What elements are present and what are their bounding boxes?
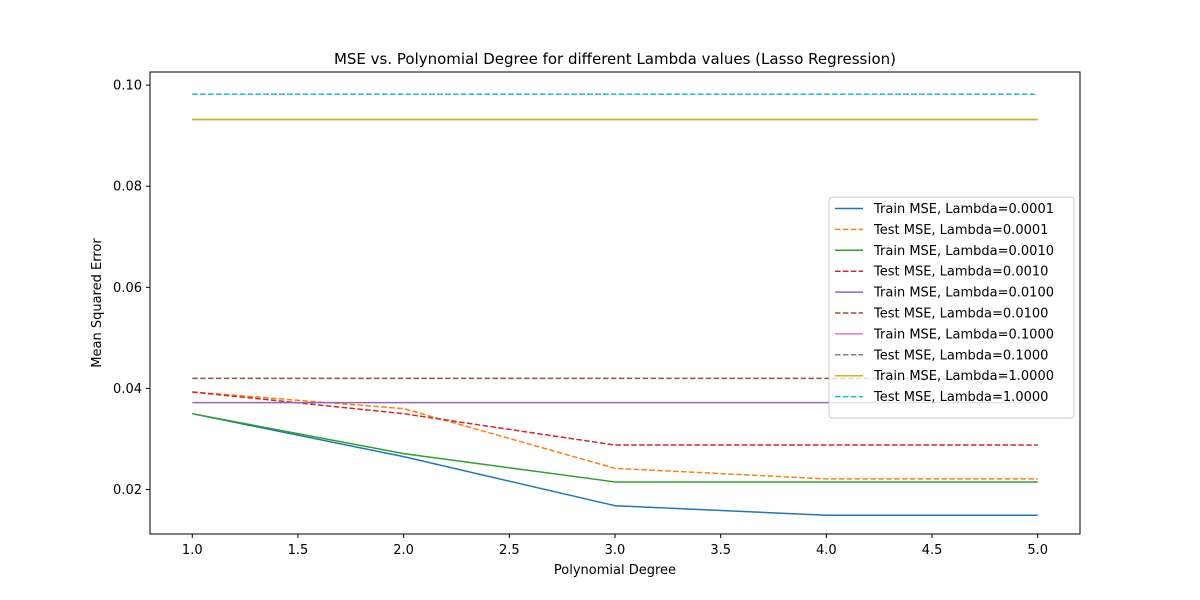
chart-title: MSE vs. Polynomial Degree for different … [334,50,896,68]
y-tick-label: 0.04 [113,382,142,397]
y-axis-label: Mean Squared Error [90,238,105,368]
legend-label: Test MSE, Lambda=0.1000 [873,348,1048,363]
x-tick-label: 4.5 [922,543,943,558]
legend-label: Train MSE, Lambda=0.1000 [873,327,1054,342]
legend-label: Train MSE, Lambda=0.0100 [873,286,1054,301]
x-tick-label: 3.0 [605,543,626,558]
axes-frame [149,71,1081,535]
legend-label: Test MSE, Lambda=0.0001 [873,223,1048,238]
legend-label: Train MSE, Lambda=0.0010 [873,244,1054,259]
x-tick-label: 1.0 [182,543,203,558]
legend: Train MSE, Lambda=0.0001 Test MSE, Lambda… [828,196,1075,419]
legend-label: Test MSE, Lambda=1.0000 [873,390,1048,405]
x-axis-label: Polynomial Degree [554,563,676,578]
legend-label: Train MSE, Lambda=0.0001 [873,202,1054,217]
x-axis: 1.0 1.5 2.0 2.5 3.0 3.5 4.0 4.5 5.0 [182,534,1048,558]
y-tick-label: 0.08 [113,180,142,195]
series-line-4 [192,391,1038,446]
y-tick-label: 0.02 [113,483,142,498]
x-tick-label: 3.5 [710,543,731,558]
legend-label: Test MSE, Lambda=0.0100 [873,307,1048,322]
x-tick-label: 5.0 [1027,543,1048,558]
x-tick-label: 2.5 [499,543,520,558]
legend-label: Test MSE, Lambda=0.0010 [873,265,1048,280]
series-line-2 [192,391,1038,480]
y-tick-label: 0.06 [113,281,142,296]
x-tick-label: 4.0 [816,543,837,558]
x-tick-label: 1.5 [288,543,309,558]
x-tick-label: 2.0 [393,543,414,558]
series-line-1 [192,412,1038,517]
legend-box [828,196,1075,419]
y-tick-label: 0.10 [113,79,142,94]
y-axis: 0.02 0.04 0.06 0.08 0.10 [113,79,150,498]
series-line-3 [192,412,1038,483]
legend-label: Train MSE, Lambda=1.0000 [873,369,1054,384]
